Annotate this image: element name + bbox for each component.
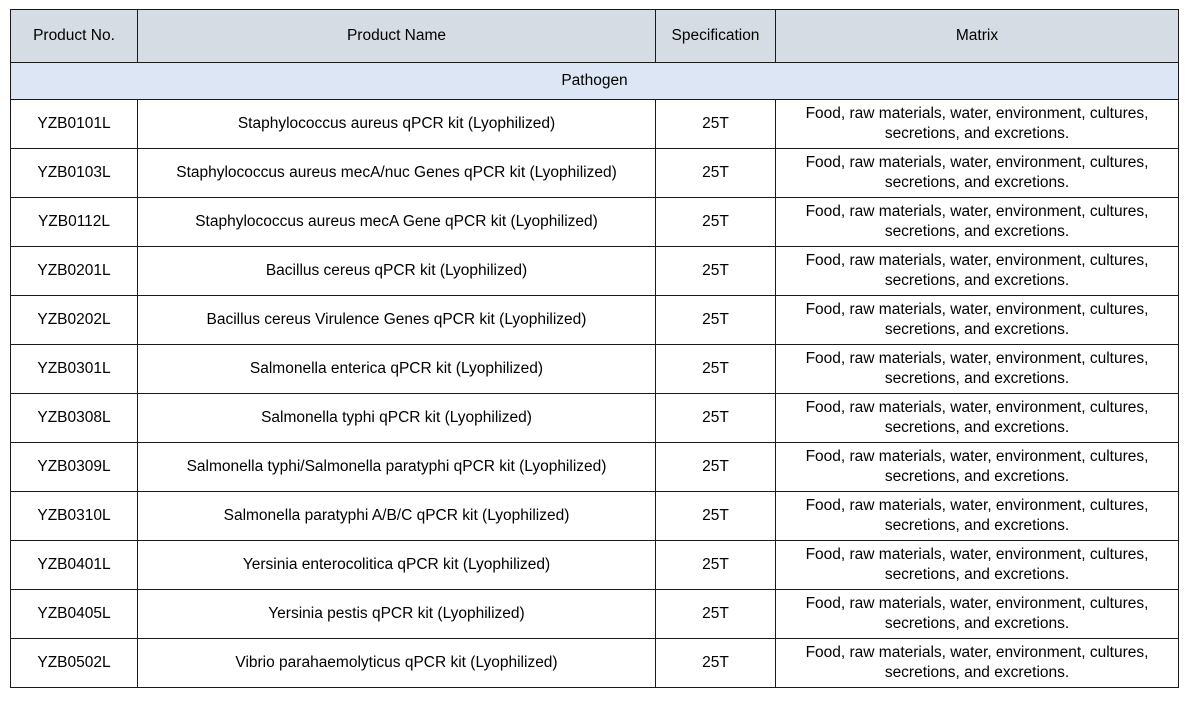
cell-specification: 25T — [655, 197, 776, 247]
table-header: Product No. Product Name Specification M… — [10, 9, 1179, 63]
table-row: YZB0103L Staphylococcus aureus mecA/nuc G… — [10, 148, 1179, 198]
product-table: Product No. Product Name Specification M… — [10, 9, 1179, 688]
cell-matrix: Food, raw materials, water, environment,… — [775, 540, 1179, 590]
table-row: YZB0309L Salmonella typhi/Salmonella para… — [10, 442, 1179, 492]
cell-specification: 25T — [655, 99, 776, 149]
cell-matrix: Food, raw materials, water, environment,… — [775, 99, 1179, 149]
header-row: Product No. Product Name Specification M… — [10, 9, 1179, 63]
table-row: YZB0301L Salmonella enterica qPCR kit (Ly… — [10, 344, 1179, 394]
cell-product-no: YZB0202L — [10, 295, 138, 345]
header-product-no: Product No. — [10, 9, 138, 63]
cell-product-name: Yersinia enterocolitica qPCR kit (Lyophi… — [137, 540, 656, 590]
cell-matrix: Food, raw materials, water, environment,… — [775, 295, 1179, 345]
cell-product-no: YZB0301L — [10, 344, 138, 394]
table-row: YZB0202L Bacillus cereus Virulence Genes … — [10, 295, 1179, 345]
cell-matrix: Food, raw materials, water, environment,… — [775, 197, 1179, 247]
cell-specification: 25T — [655, 393, 776, 443]
cell-matrix: Food, raw materials, water, environment,… — [775, 246, 1179, 296]
cell-product-name: Salmonella typhi qPCR kit (Lyophilized) — [137, 393, 656, 443]
cell-product-name: Staphylococcus aureus mecA Gene qPCR kit… — [137, 197, 656, 247]
table-row: YZB0101L Staphylococcus aureus qPCR kit (… — [10, 99, 1179, 149]
cell-specification: 25T — [655, 148, 776, 198]
cell-product-name: Yersinia pestis qPCR kit (Lyophilized) — [137, 589, 656, 639]
cell-matrix: Food, raw materials, water, environment,… — [775, 442, 1179, 492]
cell-product-no: YZB0309L — [10, 442, 138, 492]
group-label: Pathogen — [10, 62, 1179, 100]
cell-product-name: Salmonella paratyphi A/B/C qPCR kit (Lyo… — [137, 491, 656, 541]
cell-specification: 25T — [655, 246, 776, 296]
cell-product-no: YZB0103L — [10, 148, 138, 198]
cell-product-name: Bacillus cereus qPCR kit (Lyophilized) — [137, 246, 656, 296]
cell-product-name: Bacillus cereus Virulence Genes qPCR kit… — [137, 295, 656, 345]
cell-product-no: YZB0405L — [10, 589, 138, 639]
cell-matrix: Food, raw materials, water, environment,… — [775, 393, 1179, 443]
cell-specification: 25T — [655, 540, 776, 590]
cell-specification: 25T — [655, 638, 776, 688]
cell-product-no: YZB0310L — [10, 491, 138, 541]
cell-specification: 25T — [655, 344, 776, 394]
header-specification: Specification — [655, 9, 776, 63]
table-row: YZB0401L Yersinia enterocolitica qPCR kit… — [10, 540, 1179, 590]
cell-product-no: YZB0101L — [10, 99, 138, 149]
cell-matrix: Food, raw materials, water, environment,… — [775, 589, 1179, 639]
cell-product-name: Salmonella enterica qPCR kit (Lyophilize… — [137, 344, 656, 394]
table-row: YZB0308L Salmonella typhi qPCR kit (Lyoph… — [10, 393, 1179, 443]
cell-specification: 25T — [655, 589, 776, 639]
table-body: Pathogen YZB0101L Staphylococcus aureus q… — [10, 62, 1179, 688]
cell-product-name: Salmonella typhi/Salmonella paratyphi qP… — [137, 442, 656, 492]
cell-product-no: YZB0112L — [10, 197, 138, 247]
cell-product-no: YZB0201L — [10, 246, 138, 296]
cell-specification: 25T — [655, 295, 776, 345]
group-row: Pathogen — [10, 62, 1179, 100]
cell-matrix: Food, raw materials, water, environment,… — [775, 344, 1179, 394]
cell-product-name: Staphylococcus aureus qPCR kit (Lyophili… — [137, 99, 656, 149]
cell-product-no: YZB0308L — [10, 393, 138, 443]
table-row: YZB0310L Salmonella paratyphi A/B/C qPCR … — [10, 491, 1179, 541]
header-product-name: Product Name — [137, 9, 656, 63]
cell-product-no: YZB0401L — [10, 540, 138, 590]
cell-specification: 25T — [655, 442, 776, 492]
table-row: YZB0112L Staphylococcus aureus mecA Gene … — [10, 197, 1179, 247]
cell-matrix: Food, raw materials, water, environment,… — [775, 491, 1179, 541]
cell-product-name: Staphylococcus aureus mecA/nuc Genes qPC… — [137, 148, 656, 198]
table-row: YZB0201L Bacillus cereus qPCR kit (Lyophi… — [10, 246, 1179, 296]
cell-product-no: YZB0502L — [10, 638, 138, 688]
cell-product-name: Vibrio parahaemolyticus qPCR kit (Lyophi… — [137, 638, 656, 688]
cell-specification: 25T — [655, 491, 776, 541]
header-matrix: Matrix — [775, 9, 1179, 63]
cell-matrix: Food, raw materials, water, environment,… — [775, 148, 1179, 198]
table-row: YZB0405L Yersinia pestis qPCR kit (Lyophi… — [10, 589, 1179, 639]
table-row: YZB0502L Vibrio parahaemolyticus qPCR kit… — [10, 638, 1179, 688]
cell-matrix: Food, raw materials, water, environment,… — [775, 638, 1179, 688]
